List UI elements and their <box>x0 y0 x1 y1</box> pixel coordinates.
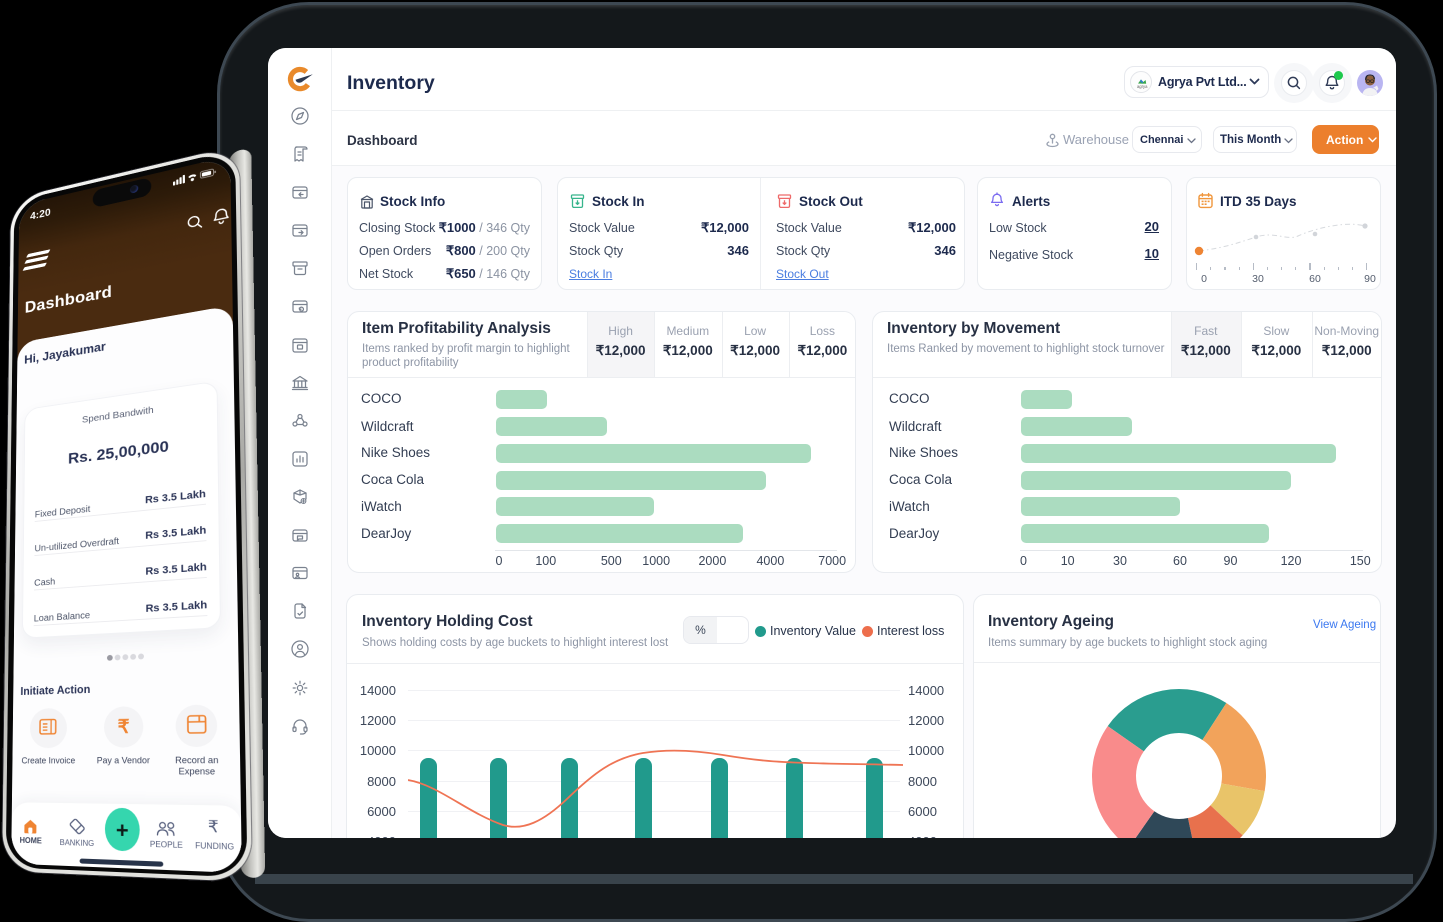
svg-text:₹: ₹ <box>117 717 129 737</box>
svg-text:agrya: agrya <box>1137 84 1148 89</box>
